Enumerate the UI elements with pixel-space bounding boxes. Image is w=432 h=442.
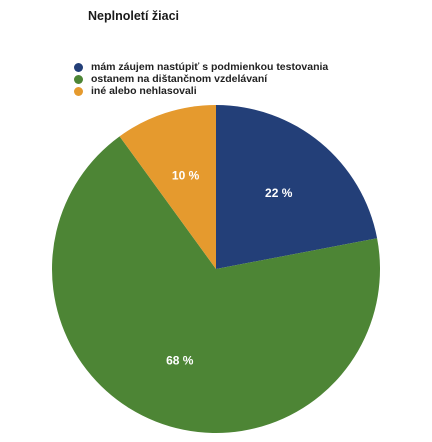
legend-label: iné alebo nehlasovali	[91, 85, 197, 97]
legend-label: mám záujem nastúpiť s podmienkou testova…	[91, 61, 329, 73]
legend-label: ostanem na dištančnom vzdelávaní	[91, 73, 268, 85]
pie-value-label: 10 %	[172, 168, 200, 182]
legend-item-other: iné alebo nehlasovali	[74, 85, 328, 97]
legend-swatch-orange	[74, 86, 83, 96]
legend-item-interest-testing: mám záujem nastúpiť s podmienkou testova…	[74, 61, 328, 73]
pie-slice-other	[119, 105, 216, 269]
legend-swatch-green	[74, 74, 83, 84]
legend: mám záujem nastúpiť s podmienkou testova…	[74, 61, 328, 97]
chart-title: Neplnoletí žiaci	[88, 9, 179, 23]
pie-slice-interest-testing	[216, 105, 378, 269]
pie-value-label: 22 %	[265, 186, 293, 200]
legend-item-remote-learning: ostanem na dištančnom vzdelávaní	[74, 73, 328, 85]
pie-labels: 22 % 68 % 10 %	[166, 168, 293, 367]
pie-slices	[52, 105, 381, 433]
legend-swatch-blue	[74, 62, 83, 72]
pie-value-label: 68 %	[166, 353, 194, 367]
pie-slice-remote-learning	[52, 136, 381, 433]
